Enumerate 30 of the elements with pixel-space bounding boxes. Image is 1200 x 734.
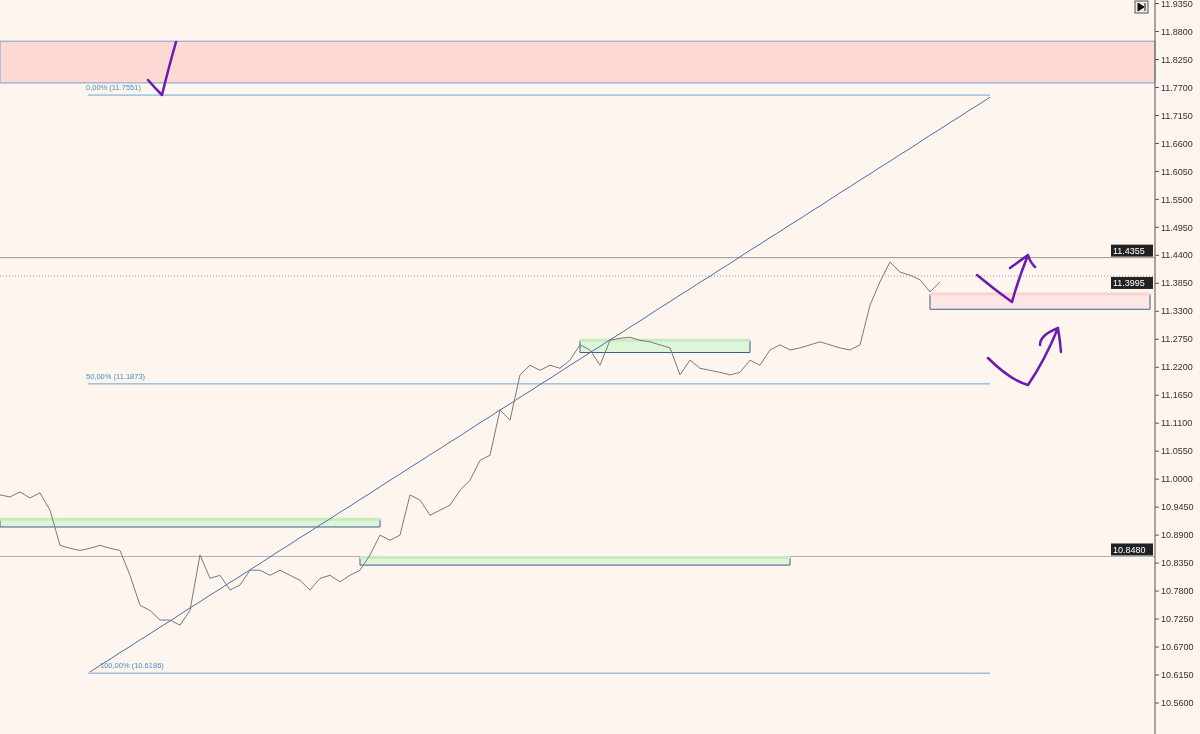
y-tick-label: 11.1100 xyxy=(1161,418,1193,429)
y-tick-label: 11.8800 xyxy=(1161,26,1193,37)
y-tick-label: 11.4950 xyxy=(1161,222,1193,233)
y-tick-label: 10.8900 xyxy=(1161,530,1194,541)
y-tick-label: 10.7800 xyxy=(1161,586,1194,597)
y-tick-label: 10.7250 xyxy=(1161,614,1194,625)
line-series xyxy=(0,261,941,626)
ref-line-label: 10.8480 xyxy=(1113,544,1146,555)
y-tick-label: 11.0550 xyxy=(1161,446,1193,457)
y-tick-label: 11.8250 xyxy=(1161,54,1193,65)
y-tick-label: 10.6150 xyxy=(1161,670,1194,681)
y-tick-label: 11.6050 xyxy=(1161,166,1193,177)
y-tick-label: 11.2200 xyxy=(1161,362,1193,373)
ref-line-label: 11.3995 xyxy=(1113,278,1145,289)
y-tick-label: 11.2750 xyxy=(1161,334,1193,345)
y-tick-label: 10.5600 xyxy=(1161,698,1194,709)
y-tick-label: 11.5500 xyxy=(1161,194,1193,205)
y-tick-label: 10.9450 xyxy=(1161,502,1194,513)
y-tick-label: 10.6700 xyxy=(1161,642,1194,653)
ref-line-label: 11.4355 xyxy=(1113,245,1145,256)
y-tick-label: 11.9350 xyxy=(1161,0,1193,9)
y-tick-label: 11.0000 xyxy=(1161,474,1193,485)
y-tick-label: 10.8350 xyxy=(1161,558,1194,569)
y-tick-label: 11.4400 xyxy=(1161,250,1193,261)
y-tick-label: 11.7700 xyxy=(1161,82,1193,93)
y-tick-label: 11.1650 xyxy=(1161,390,1193,401)
y-tick-label: 11.7150 xyxy=(1161,110,1193,121)
y-tick-label: 11.6600 xyxy=(1161,138,1193,149)
y-tick-label: 11.3300 xyxy=(1161,306,1193,317)
y-tick-label: 11.3850 xyxy=(1161,278,1193,289)
